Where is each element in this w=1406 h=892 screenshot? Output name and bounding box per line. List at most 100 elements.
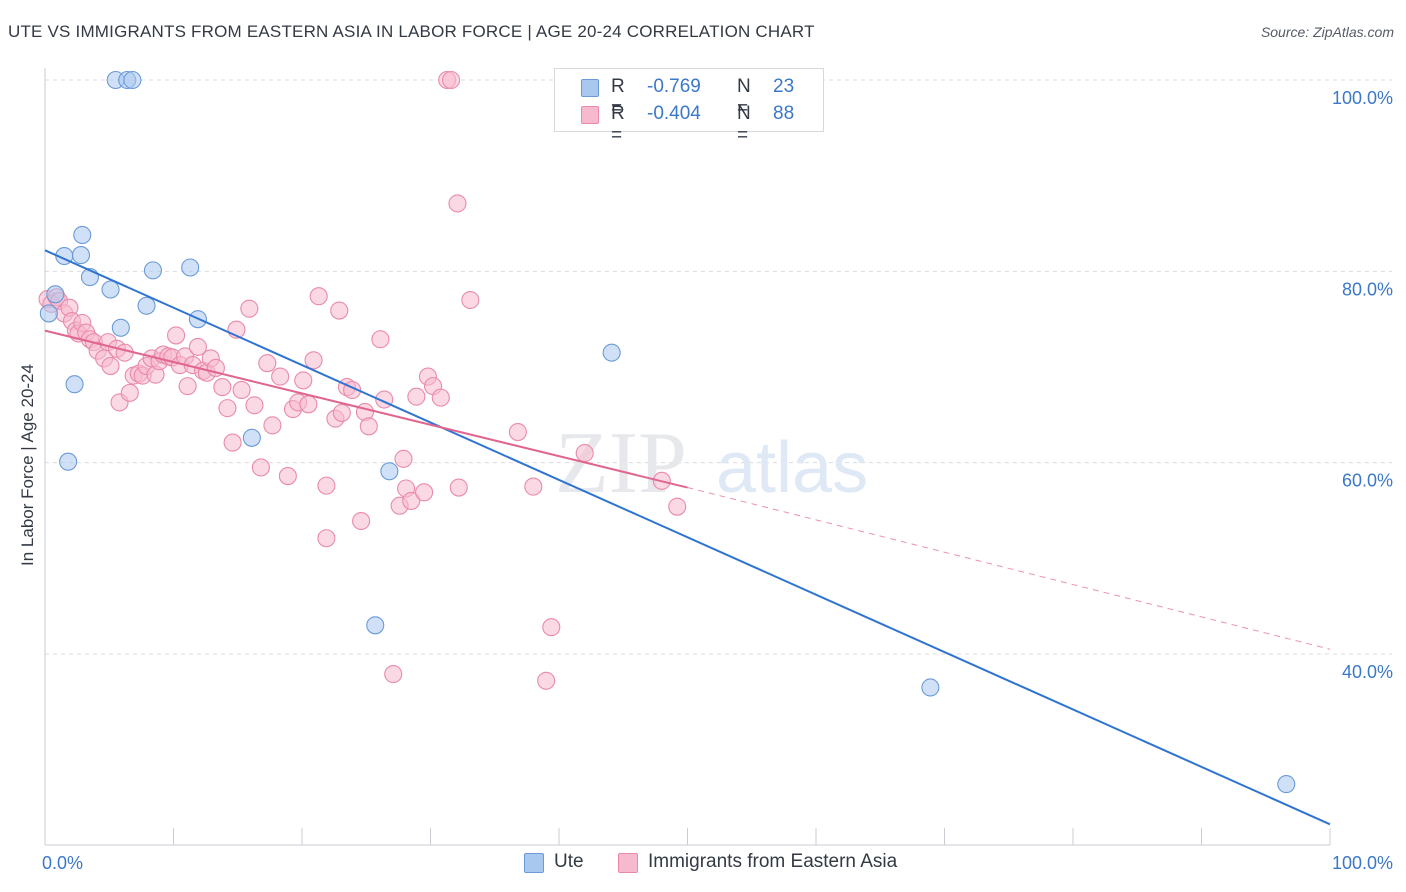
immigrants-point [304, 351, 323, 370]
immigrants-point [524, 477, 543, 496]
x-tick-labels: 0.0% 100.0% [42, 853, 1393, 873]
axes [44, 68, 1331, 846]
immigrants-point [115, 343, 134, 362]
immigrants-point [407, 387, 426, 406]
ute-point [123, 70, 142, 90]
y-tick-labels: 40.0% 60.0% 80.0% 100.0% [1332, 88, 1393, 682]
immigrants-point [251, 458, 270, 477]
trend-lines [44, 249, 1331, 826]
legend-swatch-ute [581, 79, 599, 97]
legend-swatch-immigrants [581, 106, 599, 124]
immigrants-point [258, 354, 277, 373]
immigrants-point [402, 491, 421, 510]
legend-n-label: N = [737, 103, 751, 146]
immigrants-point [449, 478, 468, 497]
ute-point [921, 678, 940, 697]
ute-point [137, 296, 156, 315]
ute-point [242, 428, 261, 447]
ute-point [1277, 775, 1296, 794]
series-swatch-ute [524, 853, 544, 873]
immigrants-point [359, 417, 378, 436]
immigrants-point [167, 326, 186, 345]
immigrants-point [317, 529, 336, 548]
series-label-ute: Ute [554, 851, 584, 872]
stats-legend: R = -0.769 N = 23 R = -0.404 N = 88 [554, 68, 824, 146]
immigrants-point [240, 299, 259, 318]
immigrants-point [575, 444, 594, 463]
ute-point [59, 452, 78, 471]
immigrants-point [371, 330, 390, 349]
immigrants-point [668, 497, 687, 516]
chart-title: UTE VS IMMIGRANTS FROM EASTERN ASIA IN L… [8, 22, 815, 41]
series-legend: Ute Immigrants from Eastern Asia [0, 850, 1406, 880]
ute-point [46, 285, 65, 304]
ute-point [73, 225, 92, 245]
immigrants-point [218, 399, 237, 418]
ute-point [380, 462, 399, 481]
ute-point [111, 318, 130, 337]
watermark-atlas: atlas [716, 428, 868, 508]
immigrants-point [332, 403, 351, 422]
immigrants-point [431, 388, 450, 407]
ute-point [71, 246, 91, 265]
legend-r-value: -0.404 [647, 103, 701, 124]
immigrants-point [384, 665, 403, 684]
immigrants-point [309, 287, 328, 306]
immigrants-point [278, 467, 297, 486]
immigrants-point [537, 671, 556, 690]
immigrants-point [245, 396, 264, 415]
immigrants-point [294, 371, 313, 390]
immigrants-point [101, 356, 120, 376]
immigrants-point [213, 378, 232, 397]
scatter-points [38, 70, 1296, 794]
ute-point [366, 616, 385, 635]
gridlines [45, 79, 1392, 655]
immigrants-point [394, 449, 413, 468]
legend-r-label: R = [611, 76, 625, 119]
immigrants-point [352, 511, 371, 531]
legend-r-label: R = [611, 103, 625, 146]
immigrants-point [263, 416, 282, 435]
y-tick-label: 40.0% [1342, 662, 1393, 682]
immigrants-point [317, 476, 336, 495]
x-tick-label: 100.0% [1332, 853, 1393, 873]
immigrants-trend-line-extension [687, 487, 1331, 650]
y-tick-label: 60.0% [1342, 471, 1393, 491]
immigrants-point [448, 194, 467, 213]
immigrants-point [442, 70, 461, 90]
immigrants-trend-line [44, 329, 688, 489]
immigrants-point [223, 433, 242, 452]
watermark-zip: ZIP [555, 415, 687, 512]
immigrants-point [232, 380, 251, 400]
ute-point [39, 304, 58, 323]
immigrants-point [271, 367, 290, 386]
immigrants-point [299, 395, 318, 414]
y-axis-label: In Labor Force | Age 20-24 [18, 364, 37, 566]
immigrants-point [120, 383, 139, 402]
legend-r-value: -0.769 [647, 76, 701, 97]
ute-trend-line [44, 249, 1331, 826]
ute-point [143, 261, 162, 280]
series-label-immigrants: Immigrants from Eastern Asia [648, 851, 898, 872]
legend-n-value: 23 [773, 76, 795, 97]
ute-point [65, 375, 84, 394]
immigrants-point [330, 301, 349, 320]
immigrants-point [178, 377, 197, 396]
source-credit: Source: ZipAtlas.com [1260, 24, 1394, 40]
legend-n-label: N = [737, 76, 751, 119]
immigrants-point [461, 290, 480, 310]
ute-point [602, 343, 621, 362]
watermark: ZIP atlas [555, 415, 868, 512]
legend-n-value: 88 [773, 103, 795, 124]
immigrants-point [188, 337, 207, 356]
immigrants-point [415, 483, 434, 502]
series-swatch-immigrants [618, 853, 638, 873]
y-tick-label: 80.0% [1342, 279, 1393, 299]
ute-point [181, 258, 200, 277]
y-tick-label: 100.0% [1332, 88, 1393, 108]
x-tick-label: 0.0% [42, 853, 83, 873]
ute-point [101, 280, 120, 299]
immigrants-point [508, 423, 527, 442]
immigrants-point [542, 618, 561, 637]
